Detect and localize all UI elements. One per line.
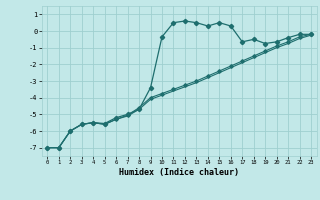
- X-axis label: Humidex (Indice chaleur): Humidex (Indice chaleur): [119, 168, 239, 177]
